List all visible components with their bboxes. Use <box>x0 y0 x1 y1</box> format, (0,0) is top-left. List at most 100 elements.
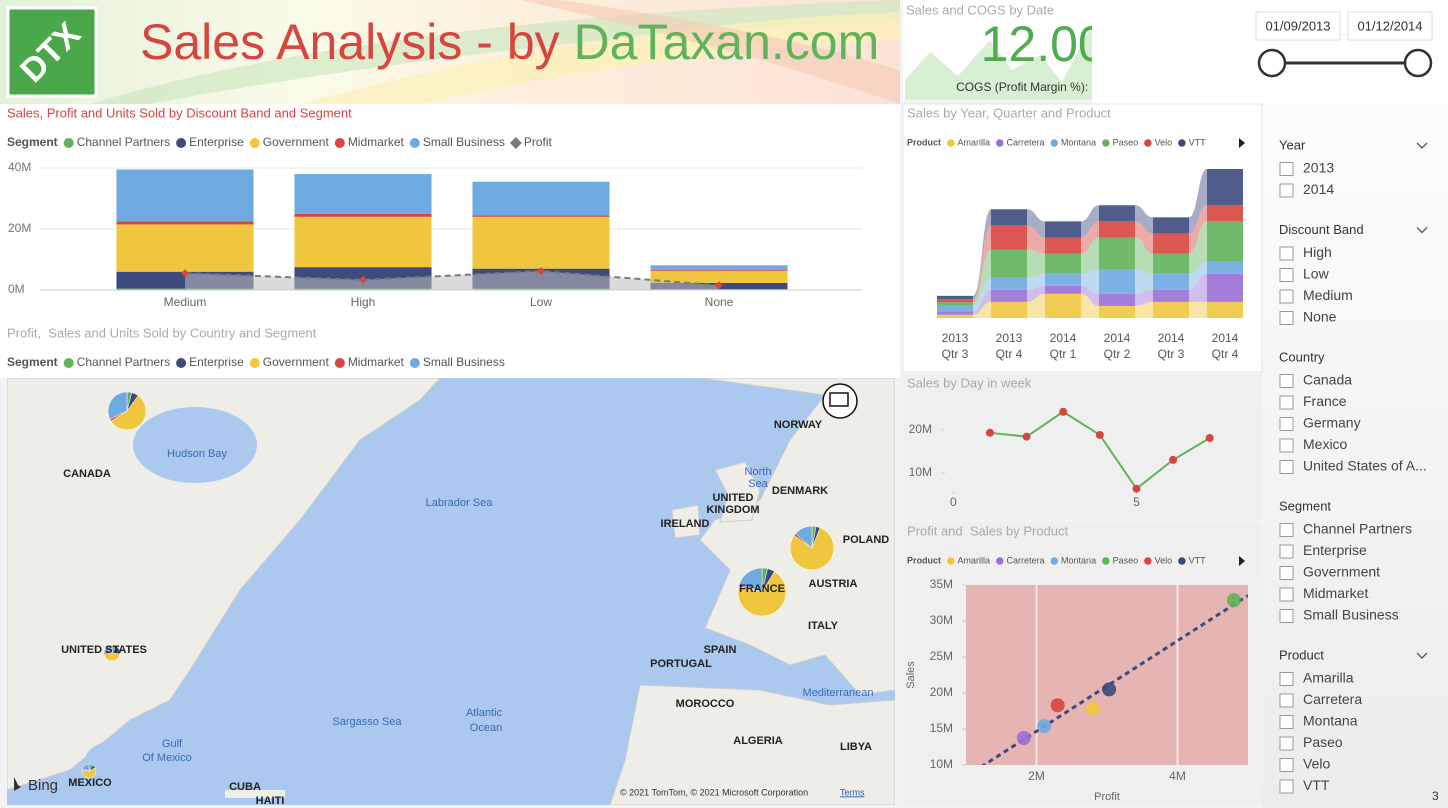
page-number: 3 <box>1432 789 1439 803</box>
checkbox[interactable] <box>1279 672 1294 686</box>
ribbon-column <box>1045 237 1081 254</box>
legend-marker <box>1102 139 1110 147</box>
legend-marker <box>1102 557 1110 565</box>
filter-item[interactable]: Velo <box>1303 756 1330 772</box>
map-label: IRELAND <box>661 518 710 530</box>
checkbox[interactable] <box>1279 183 1294 198</box>
filter-chevron[interactable] <box>1416 142 1428 149</box>
ribbon <box>1189 261 1207 290</box>
filter-item[interactable]: None <box>1303 309 1337 325</box>
map-terms[interactable]: Terms <box>840 787 865 797</box>
ribbon-column <box>1153 289 1189 302</box>
filter-item[interactable]: France <box>1303 393 1347 409</box>
checkbox[interactable] <box>1279 693 1294 708</box>
checkbox[interactable] <box>1279 736 1294 751</box>
legend-label: Profit <box>524 135 553 149</box>
bar <box>294 213 432 217</box>
checkbox[interactable] <box>1279 715 1294 729</box>
checkbox[interactable] <box>1279 246 1294 261</box>
legend-label: Paseo <box>1113 137 1139 147</box>
bar <box>472 216 610 269</box>
legend-marker <box>334 138 345 148</box>
date-end[interactable]: 01/12/2014 <box>1357 18 1422 33</box>
filter-item[interactable]: 2013 <box>1303 160 1334 176</box>
checkbox[interactable] <box>1279 587 1294 602</box>
filter-item[interactable]: Mexico <box>1303 436 1348 452</box>
map-label: LIBYA <box>840 741 872 753</box>
point <box>1169 455 1178 464</box>
ribbon <box>1081 269 1099 294</box>
filter-item[interactable]: Medium <box>1303 287 1353 303</box>
x-tick-label: 2013 <box>942 331 969 345</box>
filter-item[interactable]: Amarilla <box>1303 670 1354 686</box>
checkbox[interactable] <box>1279 438 1294 453</box>
x-tick-label: Qtr 2 <box>1104 347 1131 361</box>
filter-item[interactable]: Canada <box>1303 372 1352 388</box>
checkbox[interactable] <box>1279 566 1294 580</box>
y-tick-label: 25M <box>930 649 953 663</box>
filter-item[interactable]: Carretera <box>1303 691 1362 707</box>
legend-scroll[interactable] <box>1239 138 1245 148</box>
map-label: Mediterranean <box>803 687 874 699</box>
bar <box>116 221 254 225</box>
filter-item[interactable]: Government <box>1303 564 1380 580</box>
checkbox[interactable] <box>1279 460 1294 474</box>
ribbon-column <box>937 305 973 312</box>
filter-item[interactable]: Channel Partners <box>1303 521 1412 537</box>
ribbon-column <box>1045 293 1081 318</box>
date-start[interactable]: 01/09/2013 <box>1265 18 1330 33</box>
bar <box>472 215 610 217</box>
date-input[interactable] <box>1255 11 1341 41</box>
checkbox[interactable] <box>1279 609 1294 623</box>
checkbox[interactable] <box>1279 289 1294 304</box>
filter-item[interactable]: Enterprise <box>1303 542 1367 558</box>
map-label: Gulf <box>162 738 183 750</box>
filter-item[interactable]: Small Business <box>1303 607 1399 623</box>
checkbox[interactable] <box>1279 779 1294 794</box>
date-input[interactable] <box>1347 11 1433 41</box>
logo <box>6 6 98 98</box>
filter-item[interactable]: High <box>1303 244 1332 260</box>
checkbox[interactable] <box>1279 374 1294 388</box>
filter-item[interactable]: Low <box>1303 266 1330 282</box>
checkbox[interactable] <box>1279 268 1294 282</box>
slider-handle[interactable] <box>1257 48 1287 78</box>
point <box>1226 593 1241 608</box>
filter-item[interactable]: Midmarket <box>1303 585 1368 601</box>
ribbon <box>1081 293 1099 318</box>
trend-layer <box>981 594 1248 765</box>
filter-item[interactable]: United States of A... <box>1303 458 1427 474</box>
legend-label: Amarilla <box>958 555 991 565</box>
slider-handle[interactable] <box>1403 48 1433 78</box>
map-label: Labrador Sea <box>426 497 494 509</box>
checkbox[interactable] <box>1279 311 1294 325</box>
checkbox[interactable] <box>1279 544 1294 559</box>
legend-scroll[interactable] <box>1239 556 1245 566</box>
map-label: Atlantic <box>466 707 503 719</box>
ribbon-column <box>1099 293 1135 306</box>
land <box>7 378 441 791</box>
filter-item[interactable]: VTT <box>1303 777 1330 793</box>
header-swoosh <box>520 0 900 104</box>
checkbox[interactable] <box>1279 395 1294 410</box>
legend-label: Midmarket <box>348 355 405 369</box>
point <box>1037 719 1052 734</box>
ribbon-column <box>1045 285 1081 294</box>
checkbox[interactable] <box>1279 162 1294 176</box>
legend-label: Enterprise <box>189 135 244 149</box>
legend-label: Small Business <box>423 355 505 369</box>
filter-item[interactable]: Montana <box>1303 713 1358 729</box>
filter-chevron[interactable] <box>1416 652 1428 659</box>
map-label: POLAND <box>843 534 890 546</box>
filter-item[interactable]: Germany <box>1303 415 1361 431</box>
checkbox[interactable] <box>1279 758 1294 772</box>
ribbon <box>1081 205 1099 238</box>
checkbox[interactable] <box>1279 417 1294 431</box>
checkbox[interactable] <box>1279 523 1294 537</box>
filter-chevron[interactable] <box>1416 227 1428 234</box>
focus-mode-button[interactable] <box>822 383 858 419</box>
filter-item[interactable]: 2014 <box>1303 181 1334 197</box>
filter-item[interactable]: Paseo <box>1303 734 1343 750</box>
ribbon-column <box>937 295 973 300</box>
